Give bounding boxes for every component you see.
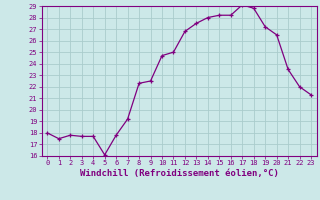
- X-axis label: Windchill (Refroidissement éolien,°C): Windchill (Refroidissement éolien,°C): [80, 169, 279, 178]
